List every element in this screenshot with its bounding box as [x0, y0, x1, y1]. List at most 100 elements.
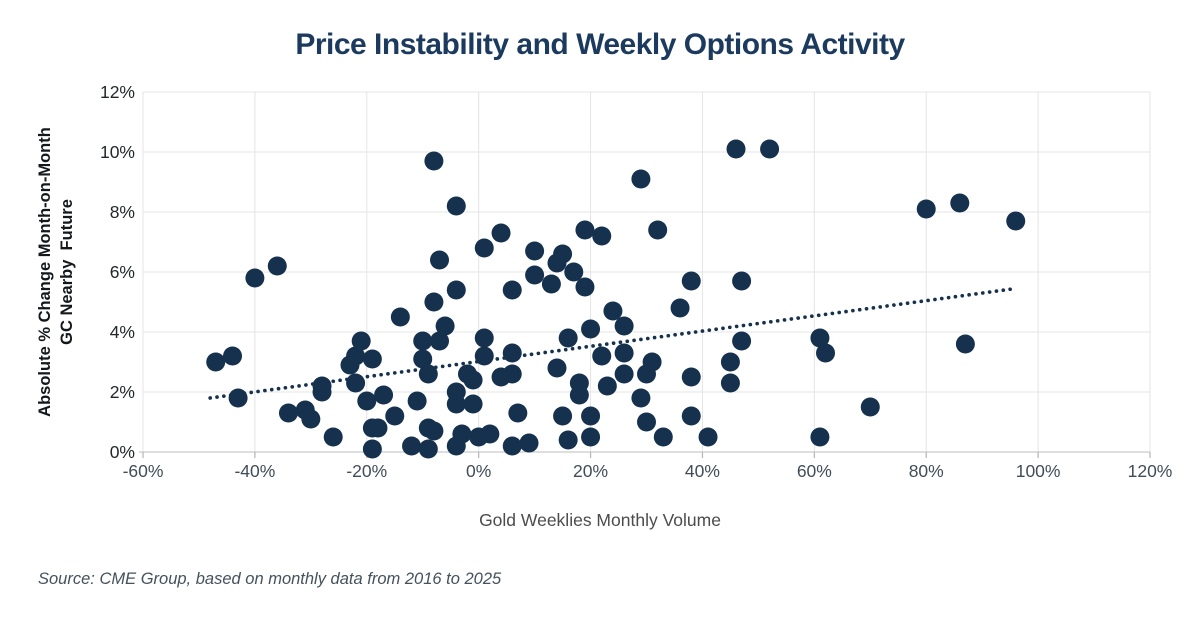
- scatter-point: [362, 349, 382, 369]
- scatter-point: [631, 388, 651, 408]
- scatter-point: [502, 436, 522, 456]
- x-tick-label: -20%: [346, 461, 388, 481]
- scatter-point: [362, 439, 382, 459]
- scatter-point: [502, 343, 522, 363]
- scatter-point: [547, 253, 567, 273]
- scatter-point: [810, 328, 830, 348]
- scatter-point: [463, 394, 483, 414]
- scatter-point: [245, 268, 265, 288]
- scatter-point: [446, 394, 466, 414]
- y-tick-label: 8%: [109, 202, 135, 222]
- scatter-point: [681, 406, 701, 426]
- scatter-point: [502, 280, 522, 300]
- scatter-point: [491, 223, 511, 243]
- scatter-point: [564, 262, 584, 282]
- scatter-point: [346, 346, 366, 366]
- y-tick-label: 12%: [99, 82, 135, 102]
- scatter-point: [480, 424, 500, 444]
- scatter-point: [435, 316, 455, 336]
- scatter-point: [698, 427, 718, 447]
- scatter-point: [357, 391, 377, 411]
- y-tick-label: 10%: [99, 142, 135, 162]
- x-tick-label: -40%: [234, 461, 276, 481]
- scatter-point: [1006, 211, 1026, 231]
- scatter-point: [581, 319, 601, 339]
- scatter-point: [374, 385, 394, 405]
- scatter-point: [390, 307, 410, 327]
- scatter-point: [351, 331, 371, 351]
- scatter-point: [637, 364, 656, 384]
- scatter-point: [648, 220, 668, 240]
- scatter-point: [681, 367, 701, 387]
- scatter-point: [228, 388, 248, 408]
- scatter-point: [581, 427, 601, 447]
- scatter-point: [323, 427, 343, 447]
- scatter-point: [603, 301, 623, 321]
- scatter-point: [368, 418, 388, 438]
- scatter-point: [413, 331, 433, 351]
- x-axis-title: Gold Weeklies Monthly Volume: [479, 510, 721, 530]
- scatter-point: [553, 406, 573, 426]
- scatter-point: [446, 196, 466, 216]
- scatter-point: [597, 376, 617, 396]
- scatter-point: [278, 403, 298, 423]
- scatter-point: [950, 193, 970, 213]
- scatter-point: [463, 370, 483, 390]
- x-tick-label: 120%: [1127, 461, 1173, 481]
- scatter-point: [732, 331, 752, 351]
- y-tick-label: 6%: [109, 262, 135, 282]
- scatter-point: [670, 298, 690, 318]
- scatter-point: [558, 328, 578, 348]
- scatter-point: [653, 427, 673, 447]
- scatter-point: [816, 343, 836, 363]
- scatter-point: [810, 427, 830, 447]
- scatter-point: [407, 391, 427, 411]
- scatter-point: [569, 385, 589, 405]
- scatter-point: [592, 226, 612, 246]
- trend-line: [208, 286, 1018, 400]
- scatter-point: [955, 334, 975, 354]
- scatter-point: [508, 403, 528, 423]
- x-tick-label: 40%: [684, 461, 720, 481]
- scatter-point: [547, 358, 567, 378]
- scatter-point: [860, 397, 880, 417]
- scatter-point: [267, 256, 287, 276]
- scatter-point: [474, 238, 494, 258]
- scatter-point: [418, 439, 438, 459]
- scatter-point: [502, 364, 522, 384]
- x-tick-label: 80%: [908, 461, 944, 481]
- scatter-point: [519, 433, 539, 453]
- scatter-point: [424, 421, 444, 441]
- y-tick-label: 2%: [109, 382, 135, 402]
- scatter-point: [446, 280, 466, 300]
- scatter-point: [637, 412, 656, 432]
- scatter-point: [525, 265, 545, 285]
- scatter-point: [581, 406, 601, 426]
- scatter-point: [430, 250, 450, 270]
- scatter-point: [681, 271, 701, 291]
- scatter-point: [614, 343, 634, 363]
- scatter-point: [424, 151, 444, 171]
- scatter-point: [558, 430, 578, 450]
- scatter-point: [726, 139, 746, 159]
- chart-title: Price Instability and Weekly Options Act…: [295, 28, 905, 61]
- scatter-point: [301, 409, 321, 429]
- scatter-point: [631, 169, 651, 189]
- y-tick-label: 0%: [109, 442, 135, 462]
- scatter-point: [346, 373, 366, 393]
- x-tick-label: 60%: [796, 461, 832, 481]
- x-tick-label: 20%: [573, 461, 609, 481]
- scatter-point: [720, 373, 740, 393]
- scatter-point: [385, 406, 405, 426]
- scatter-point: [312, 382, 332, 402]
- scatter-point: [430, 331, 450, 351]
- y-tick-label: 4%: [109, 322, 135, 342]
- x-tick-label: 100%: [1015, 461, 1061, 481]
- scatter-point: [474, 328, 494, 348]
- scatter-point: [402, 436, 422, 456]
- source-note: Source: CME Group, based on monthly data…: [38, 570, 502, 588]
- scatter-point: [418, 364, 438, 384]
- scatter-point: [541, 274, 561, 294]
